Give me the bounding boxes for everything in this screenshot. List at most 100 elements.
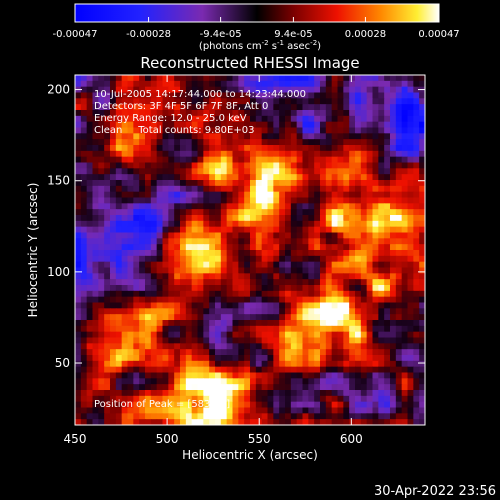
heatmap-cell — [337, 156, 344, 164]
heatmap-cell — [255, 279, 263, 286]
heatmap-cell — [80, 250, 88, 257]
heatmap-cell — [331, 197, 339, 204]
heatmap-cell — [156, 110, 164, 117]
heatmap-cell — [121, 203, 129, 210]
heatmap-cell — [401, 168, 409, 175]
heatmap-cell — [390, 139, 397, 146]
heatmap-cell — [168, 86, 175, 94]
heatmap-cell — [75, 80, 82, 88]
heatmap-cell — [343, 232, 350, 239]
heatmap-cell — [98, 320, 105, 327]
heatmap-cell — [215, 238, 222, 245]
heatmap-cell — [174, 209, 181, 216]
heatmap-cell — [343, 273, 350, 280]
heatmap-cell — [337, 162, 344, 169]
heatmap-cell — [337, 378, 344, 385]
unit-exp-2: -1 — [277, 39, 284, 47]
heatmap-cell — [390, 232, 397, 239]
heatmap-cell — [139, 110, 146, 117]
heatmap-cell — [209, 273, 216, 280]
heatmap-cell — [290, 75, 298, 82]
heatmap-cell — [209, 75, 216, 82]
heatmap-cell — [419, 232, 425, 239]
heatmap-cell — [296, 279, 304, 286]
heatmap-cell — [314, 349, 321, 356]
heatmap-cell — [343, 308, 350, 315]
heatmap-cell — [156, 203, 164, 210]
heatmap-cell — [360, 302, 368, 309]
heatmap-cell — [320, 285, 327, 292]
heatmap-cell — [168, 267, 175, 274]
heatmap-cell — [325, 162, 333, 169]
heatmap-cell — [215, 180, 222, 187]
heatmap-cell — [401, 285, 409, 292]
heatmap-cell — [413, 308, 420, 315]
heatmap-cell — [360, 244, 368, 251]
heatmap-cell — [121, 226, 129, 234]
heatmap-cell — [238, 407, 245, 414]
heatmap-cell — [104, 110, 111, 117]
heatmap-cell — [203, 331, 210, 339]
heatmap-cell — [80, 244, 88, 251]
heatmap-cell — [343, 115, 350, 123]
heatmap-cell — [86, 255, 94, 263]
heatmap-cell — [139, 302, 146, 309]
heatmap-cell — [395, 378, 403, 385]
heatmap-cell — [244, 343, 251, 350]
heatmap-cell — [279, 267, 286, 274]
heatmap-cell — [273, 203, 280, 210]
heatmap-cell — [244, 92, 251, 99]
heatmap-cell — [115, 413, 123, 420]
heatmap-cell — [413, 162, 420, 169]
heatmap-cell — [226, 355, 234, 362]
heatmap-cell — [209, 325, 216, 333]
heatmap-cell — [98, 121, 105, 129]
heatmap-cell — [220, 407, 228, 414]
heatmap-cell — [226, 366, 234, 374]
heatmap-cell — [285, 372, 292, 379]
heatmap-cell — [378, 191, 385, 199]
heatmap-cell — [191, 168, 199, 175]
heatmap-cell — [232, 215, 239, 222]
heatmap-cell — [279, 273, 286, 280]
heatmap-cell — [273, 156, 280, 164]
heatmap-cell — [285, 168, 292, 175]
heatmap-cell — [191, 139, 199, 146]
heatmap-cell — [290, 168, 298, 175]
heatmap-cell — [390, 413, 397, 420]
heatmap-cell — [302, 232, 309, 239]
heatmap-cell — [255, 226, 263, 234]
heatmap-cell — [127, 390, 134, 397]
heatmap-cell — [145, 296, 152, 304]
heatmap-cell — [98, 226, 105, 234]
heatmap-cell — [226, 273, 234, 280]
heatmap-cell — [296, 162, 304, 169]
heatmap-cell — [343, 238, 350, 245]
heatmap-cell — [314, 343, 321, 350]
heatmap-cell — [209, 238, 216, 245]
heatmap-cell — [150, 75, 158, 82]
heatmap-cell — [384, 314, 391, 321]
heatmap-cell — [390, 98, 397, 105]
heatmap-cell — [407, 133, 414, 140]
heatmap-cell — [197, 127, 204, 134]
heatmap-cell — [180, 372, 187, 379]
heatmap-cell — [104, 174, 111, 181]
heatmap-cell — [220, 110, 228, 117]
heatmap-cell — [384, 285, 391, 292]
heatmap-cell — [150, 285, 158, 292]
colorbar — [74, 3, 440, 23]
heatmap-cell — [98, 115, 105, 123]
heatmap-cell — [197, 401, 204, 409]
heatmap-cell — [75, 156, 82, 164]
heatmap-cell — [162, 343, 169, 350]
heatmap-cell — [296, 267, 304, 274]
heatmap-cell — [191, 290, 199, 298]
heatmap-cell — [133, 185, 140, 193]
heatmap-cell — [314, 390, 321, 397]
heatmap-cell — [337, 325, 344, 333]
heatmap-cell — [244, 255, 251, 263]
heatmap-cell — [215, 331, 222, 339]
heatmap-cell — [384, 244, 391, 251]
heatmap-cell — [250, 121, 257, 129]
